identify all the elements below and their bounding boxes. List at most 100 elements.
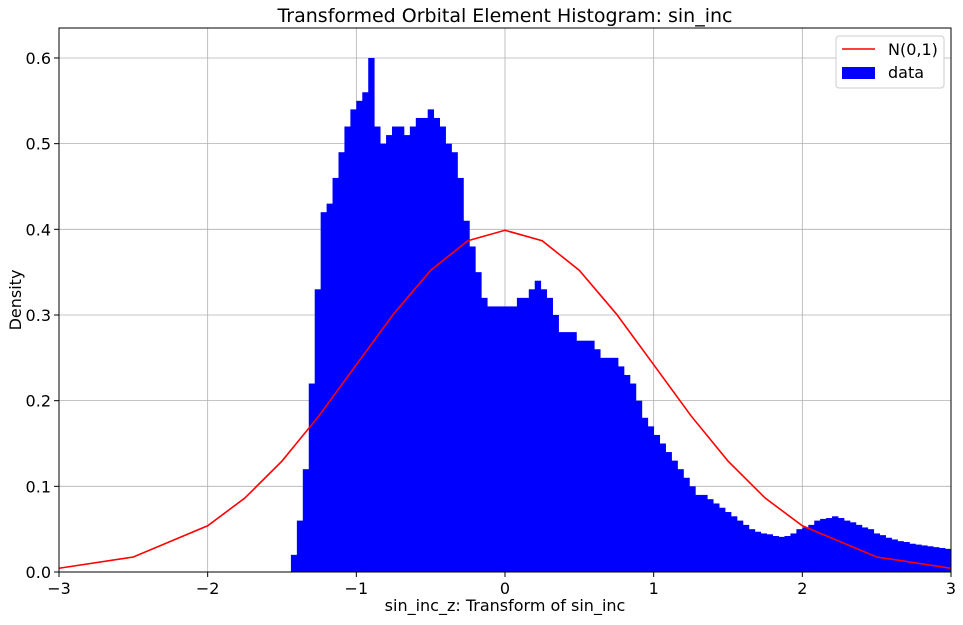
histogram-bar — [701, 494, 708, 572]
histogram-bar — [879, 535, 886, 572]
legend-normal-label: N(0,1) — [888, 40, 938, 59]
x-tick-label: −1 — [345, 579, 369, 598]
histogram-bar — [409, 126, 417, 572]
y-axis-ticks: 0.0 0.1 0.2 0.3 0.4 0.5 0.6 — [26, 49, 59, 582]
histogram-bar — [885, 537, 892, 572]
histogram-bar — [534, 280, 542, 572]
histogram-bar — [338, 152, 345, 573]
histogram-bar — [493, 306, 500, 572]
histogram-bar — [689, 486, 696, 572]
histogram-bar — [796, 529, 803, 572]
histogram-bar — [475, 272, 482, 572]
histogram-bar — [736, 520, 744, 572]
histogram-bar — [516, 297, 524, 572]
histogram-bar — [528, 289, 536, 572]
histogram-bar — [582, 340, 589, 572]
histogram-bar — [677, 469, 684, 572]
y-tick-label: 0.1 — [26, 477, 51, 496]
histogram-bar — [784, 536, 791, 572]
x-tick-label: 1 — [649, 579, 659, 598]
histogram-bar — [302, 469, 310, 572]
y-tick-label: 0.0 — [26, 563, 51, 582]
x-tick-label: 2 — [797, 579, 807, 598]
histogram-bar — [463, 220, 470, 572]
histogram-bar — [725, 512, 732, 572]
grid-layer — [58, 28, 952, 573]
histogram-bar — [344, 126, 351, 572]
histogram-bar — [933, 547, 940, 572]
histogram-bar — [451, 152, 458, 573]
histogram-bar — [766, 534, 773, 572]
y-tick-label: 0.2 — [26, 392, 51, 411]
histogram-bar — [778, 536, 785, 572]
histogram-bar — [588, 340, 595, 572]
histogram-bar — [308, 383, 316, 572]
histogram-bar — [445, 143, 452, 572]
histogram-bar — [802, 527, 809, 572]
histogram-bar — [481, 297, 488, 572]
x-tick-label: 3 — [946, 579, 956, 598]
histogram-bar — [945, 548, 952, 572]
histogram-bar — [600, 357, 607, 572]
histogram-bar — [748, 529, 756, 572]
histogram-bar — [653, 434, 661, 572]
histogram-bar — [415, 117, 423, 572]
histogram-bar — [867, 529, 875, 572]
histogram-bar — [368, 57, 375, 572]
histogram-bar — [742, 524, 750, 572]
histogram-bar — [617, 366, 625, 572]
histogram-bar — [808, 524, 815, 572]
histogram-bar — [683, 477, 690, 572]
y-tick-label: 0.5 — [26, 135, 51, 154]
histogram-bar — [939, 548, 946, 572]
histogram-bar — [754, 531, 762, 572]
histogram-bars — [290, 57, 952, 573]
histogram-bar — [457, 177, 464, 572]
histogram-bar — [403, 135, 411, 572]
histogram-bar — [861, 527, 869, 572]
legend: N(0,1) data — [835, 35, 945, 89]
histogram-bar — [832, 516, 839, 572]
histogram-bar — [760, 533, 768, 572]
histogram-bar — [903, 542, 910, 572]
histogram-bar — [921, 545, 928, 572]
histogram-bar — [665, 452, 672, 572]
histogram-bar — [392, 126, 399, 572]
histogram-bar — [386, 135, 393, 572]
x-axis-label: sin_inc_z: Transform of sin_inc — [385, 596, 626, 616]
y-tick-label: 0.4 — [26, 220, 51, 239]
chart-title: Transformed Orbital Element Histogram: s… — [276, 5, 732, 27]
histogram-bar — [522, 297, 530, 572]
histogram-bar — [576, 340, 583, 572]
normal-curve-line — [58, 229, 952, 570]
histogram-bar — [296, 520, 304, 572]
histogram-bar — [362, 92, 369, 573]
histogram-bar — [332, 177, 339, 572]
histogram-bar — [606, 357, 613, 572]
histogram-bar — [487, 306, 494, 572]
histogram-bar — [730, 516, 738, 572]
histogram-bar — [397, 126, 405, 572]
histogram-bar — [505, 306, 512, 572]
histogram-bar — [629, 383, 637, 572]
histogram-bar — [570, 332, 577, 572]
histogram-bar — [659, 443, 666, 572]
histogram-bar — [695, 494, 702, 572]
histogram-bar — [820, 518, 827, 572]
histogram-bar — [564, 332, 571, 572]
histogram-bar — [314, 289, 322, 572]
histogram-bar — [374, 126, 381, 572]
histogram-bar — [790, 533, 797, 572]
histogram-bar — [326, 203, 333, 572]
histogram-bar — [843, 520, 851, 572]
histogram-bar — [772, 536, 779, 572]
histogram-bar — [713, 503, 720, 572]
x-axis-ticks: −3 −2 −1 0 1 2 3 — [47, 572, 956, 598]
histogram-bar — [421, 117, 429, 572]
histogram-bar — [897, 541, 904, 572]
histogram-bar — [647, 426, 655, 572]
histogram-bar — [350, 109, 357, 572]
histogram-bar — [909, 543, 916, 572]
x-tick-label: −2 — [196, 579, 220, 598]
